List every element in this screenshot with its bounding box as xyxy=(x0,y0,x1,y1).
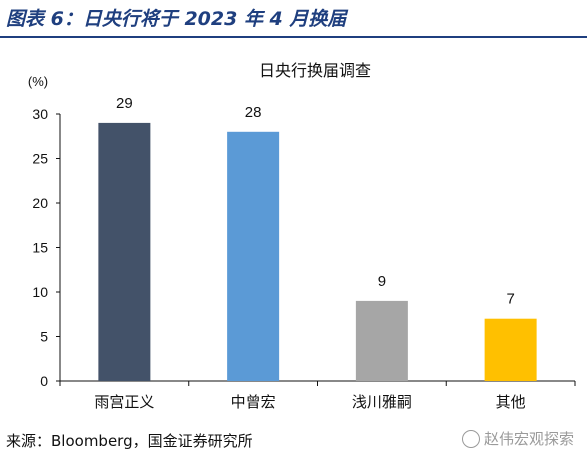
x-tick-label: 雨宫正义 xyxy=(94,393,154,411)
y-tick-label: 30 xyxy=(32,106,48,122)
bars xyxy=(98,122,537,382)
bar xyxy=(484,318,537,381)
watermark-text: 赵伟宏观探索 xyxy=(484,430,575,448)
x-tick-label: 浅川雅嗣 xyxy=(352,393,412,411)
watermark: 赵伟宏观探索 xyxy=(462,428,574,449)
y-tick-label: 0 xyxy=(40,373,48,389)
y-tick-label: 5 xyxy=(40,329,48,345)
bar xyxy=(355,300,408,381)
title-rule xyxy=(0,36,587,38)
y-tick-label: 25 xyxy=(32,151,48,167)
x-tick-label: 中曾宏 xyxy=(231,393,276,411)
data-label: 9 xyxy=(378,273,386,290)
data-labels: 29 28 9 7 xyxy=(116,95,515,308)
y-tick-label: 20 xyxy=(32,195,48,211)
source-note: 来源：Bloomberg，国金证券研究所 xyxy=(6,432,253,450)
data-label: 29 xyxy=(116,95,133,112)
wechat-icon xyxy=(462,429,480,448)
bar xyxy=(227,131,280,381)
x-tick-label: 其他 xyxy=(496,393,526,411)
y-unit-label: (%) xyxy=(28,74,48,89)
y-tick-label: 15 xyxy=(32,240,48,256)
data-label: 28 xyxy=(245,104,262,121)
chart-title: 日央行换届调查 xyxy=(259,61,371,80)
figure-title: 图表 6：日央行将于 2023 年 4 月换届 xyxy=(6,8,347,30)
y-tick-label: 10 xyxy=(32,284,48,300)
bar xyxy=(98,122,151,382)
axes: 0 5 10 15 20 25 30 雨宫正义 中曾宏 浅川雅嗣 其他 xyxy=(32,106,576,411)
data-label: 7 xyxy=(506,291,514,308)
